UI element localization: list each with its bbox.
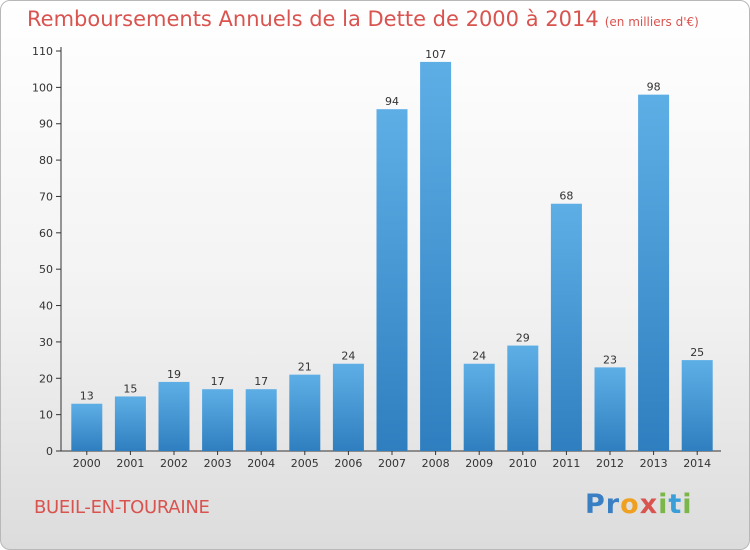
x-tick-label: 2008 [422,457,450,470]
data-label: 68 [559,190,573,203]
data-label: 29 [516,332,530,345]
x-tick-label: 2003 [204,457,232,470]
y-tick-label: 40 [39,300,53,313]
chart-unit: (en milliers d'€) [604,15,699,29]
bar [245,389,277,451]
data-label: 21 [298,361,312,374]
x-tick-label: 2005 [291,457,319,470]
data-label: 17 [254,375,268,388]
proxiti-logo: Proxiti [585,489,693,520]
data-label: 94 [385,95,399,108]
logo-letter: r [605,489,621,520]
chart-title-text: Remboursements Annuels de la Dette de 20… [27,7,599,31]
bar [332,363,364,451]
logo-letter: t [668,489,683,520]
x-tick-label: 2000 [73,457,101,470]
data-label: 15 [123,382,137,395]
chart-title: Remboursements Annuels de la Dette de 20… [27,7,699,31]
data-label: 17 [211,375,225,388]
bar [71,403,103,451]
data-label: 98 [647,81,661,94]
y-tick-label: 80 [39,154,53,167]
logo-letter: i [682,489,693,520]
x-tick-label: 2013 [640,457,668,470]
bar [114,396,146,451]
logo-letter: x [639,489,659,520]
y-tick-label: 110 [32,45,53,58]
y-tick-label: 90 [39,118,53,131]
bar [550,203,582,451]
data-label: 107 [425,48,446,61]
y-tick-label: 0 [46,445,53,458]
x-tick-label: 2011 [552,457,580,470]
data-label: 13 [80,390,94,403]
bar [420,61,452,452]
y-tick-label: 50 [39,263,53,276]
x-tick-label: 2001 [116,457,144,470]
bar [594,367,626,451]
x-tick-label: 2004 [247,457,275,470]
bar [158,381,190,451]
data-label: 23 [603,353,617,366]
y-tick-label: 20 [39,372,53,385]
y-tick-label: 100 [32,81,53,94]
bar-chart: 0 10 20 30 40 50 60 70 80 90 100 110 13 2000 15 2001 19 2… [32,45,721,470]
logo-letter: o [620,489,640,520]
x-tick-label: 2006 [334,457,362,470]
bar [507,345,539,451]
x-tick-label: 2009 [465,457,493,470]
y-tick-label: 70 [39,190,53,203]
commune-name: BUEIL-EN-TOURAINE [34,497,210,518]
data-label: 24 [472,350,486,363]
y-tick-label: 30 [39,336,53,349]
bar [289,374,321,451]
data-label: 24 [341,350,355,363]
x-tick-label: 2014 [683,457,711,470]
data-label: 19 [167,368,181,381]
y-tick-label: 60 [39,227,53,240]
y-tick-label: 10 [39,409,53,422]
bar [463,363,495,451]
bar [376,109,408,451]
bar [202,389,234,451]
x-tick-label: 2007 [378,457,406,470]
x-tick-label: 2012 [596,457,624,470]
x-tick-label: 2002 [160,457,188,470]
x-tick-label: 2010 [509,457,537,470]
bar [638,94,670,452]
logo-letter: i [658,489,669,520]
logo-letter: P [585,489,606,520]
data-label: 25 [690,346,704,359]
bar [681,360,713,451]
